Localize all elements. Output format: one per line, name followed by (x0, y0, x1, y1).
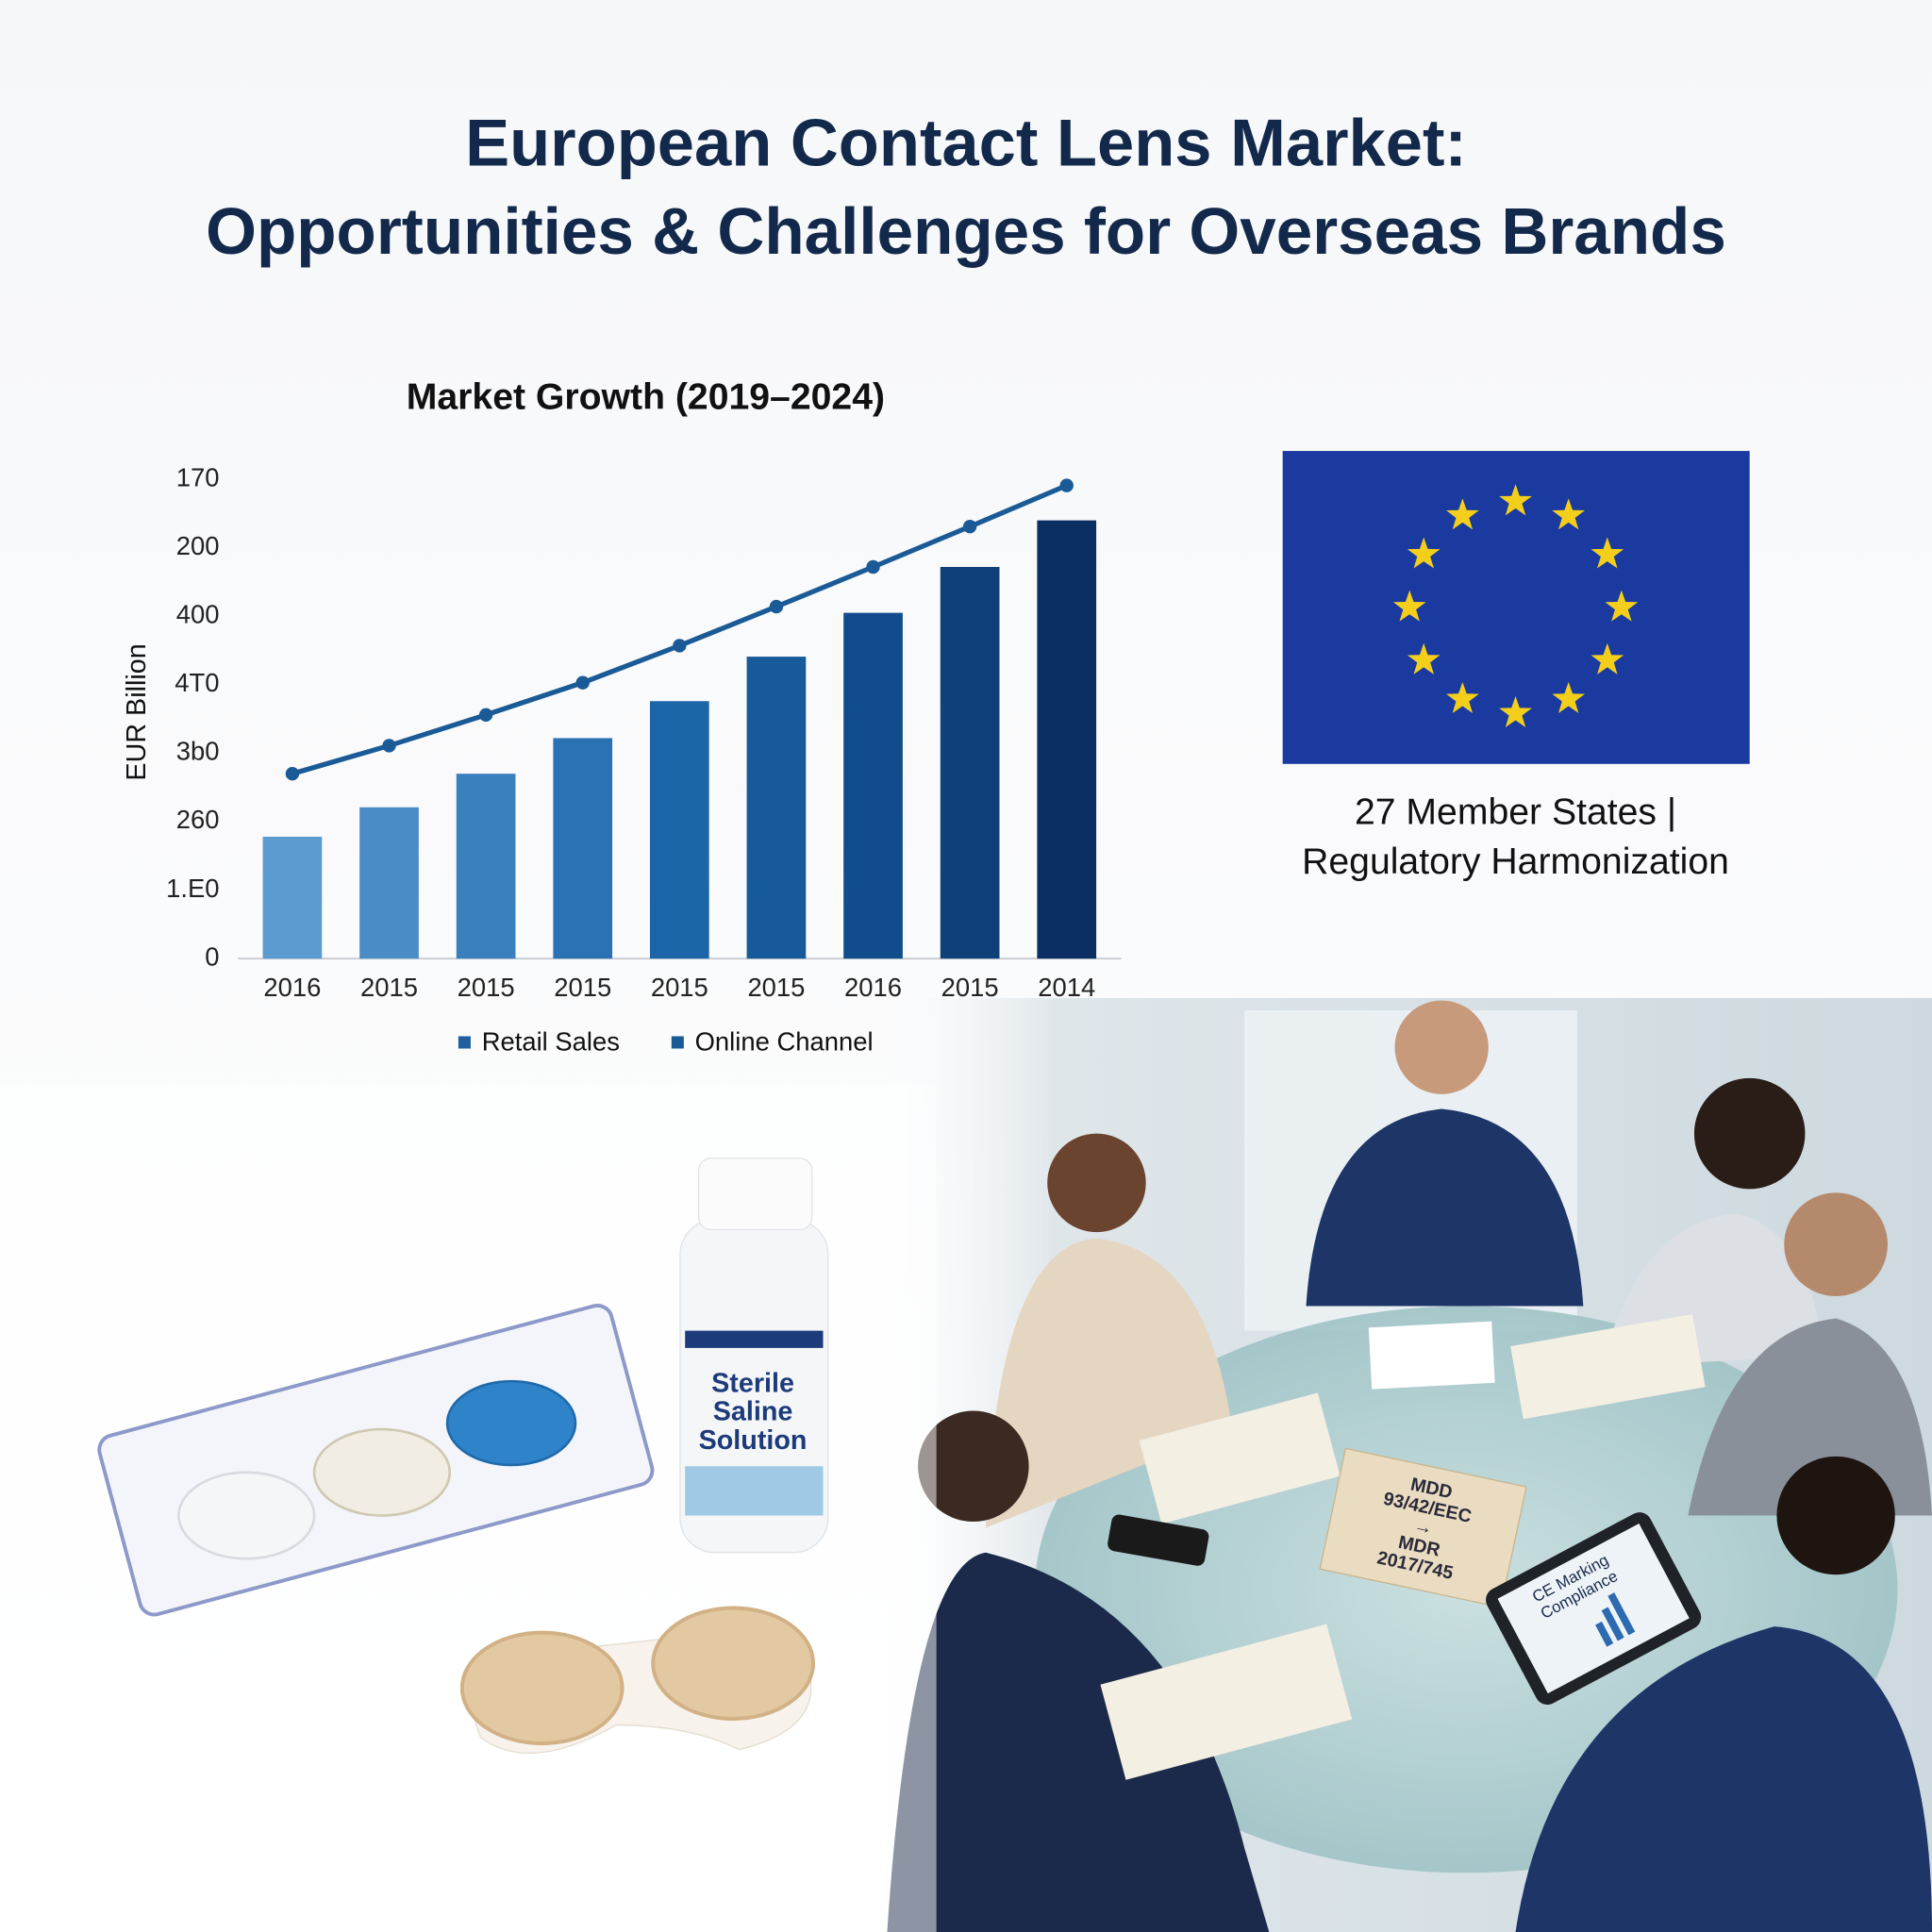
chart: Market Growth (2019–2024) EUR Billion 0 1… (122, 377, 1122, 1057)
bar (359, 807, 419, 959)
x-tick-label: 2015 (360, 973, 418, 1002)
line-point (478, 708, 493, 722)
bar (843, 612, 903, 959)
star (1445, 681, 1479, 713)
flag-stars (1392, 484, 1639, 728)
x-tick-label: 2015 (747, 973, 805, 1002)
legend-swatch (458, 1036, 471, 1049)
line-point (285, 767, 300, 781)
x-tick-label: 2015 (554, 973, 611, 1002)
star (1499, 484, 1532, 516)
legend-swatch (671, 1036, 684, 1049)
lens-products-photo (0, 1084, 937, 1932)
line-point (866, 559, 880, 575)
chart-title: Market Growth (2019–2024) (407, 377, 885, 418)
line-point (1059, 478, 1074, 492)
line-point (673, 639, 687, 653)
star (1445, 498, 1479, 530)
bar (1037, 520, 1097, 959)
y-tick-label: 3b0 (176, 737, 220, 766)
bar (553, 738, 613, 959)
star (1605, 590, 1639, 622)
document-line: → (1412, 1515, 1435, 1540)
star (1407, 537, 1441, 569)
bottle-label: Solution (699, 1425, 808, 1456)
y-tick-label: 400 (176, 599, 220, 628)
star (1499, 695, 1532, 728)
star (1591, 642, 1624, 675)
x-tick-label: 2016 (844, 973, 902, 1002)
x-tick-label: 2015 (941, 973, 999, 1002)
x-tick-label: 2015 (458, 973, 515, 1002)
star (1407, 642, 1441, 675)
meeting-photo (862, 997, 1932, 1932)
line-point (962, 519, 977, 534)
star (1552, 498, 1586, 530)
x-tick-label: 2015 (651, 973, 708, 1002)
bar (649, 701, 709, 959)
bar (940, 566, 1000, 959)
star (1392, 590, 1426, 622)
line-point (575, 675, 590, 690)
y-tick-label: 4T0 (175, 668, 219, 697)
x-tick-label: 2014 (1038, 973, 1095, 1002)
bar (746, 657, 807, 959)
page-subtitle: Opportunities & Challenges for Overseas … (206, 194, 1726, 268)
bar (456, 774, 516, 959)
y-tick-label: 200 (176, 531, 220, 560)
legend-label: Online Channel (695, 1027, 874, 1057)
page-title: European Contact Lens Market: (465, 105, 1467, 179)
y-axis-label: EUR Billion (122, 643, 152, 780)
bar (262, 836, 323, 959)
bottle-label: Saline (713, 1397, 793, 1427)
line-point (769, 599, 784, 614)
flag-caption: Regulatory Harmonization (1302, 841, 1729, 882)
legend-label: Retail Sales (482, 1027, 620, 1057)
bottle-label: Sterile (711, 1369, 794, 1399)
y-tick-label: 260 (176, 805, 220, 834)
line-point (382, 739, 396, 753)
y-tick-label: 0 (205, 941, 219, 971)
y-tick-label: 1.E0 (166, 874, 219, 903)
star (1591, 537, 1624, 569)
y-tick-label: 170 (176, 462, 220, 491)
flag-caption: 27 Member States | (1355, 792, 1676, 833)
star (1552, 681, 1586, 713)
x-tick-label: 2016 (263, 973, 321, 1002)
